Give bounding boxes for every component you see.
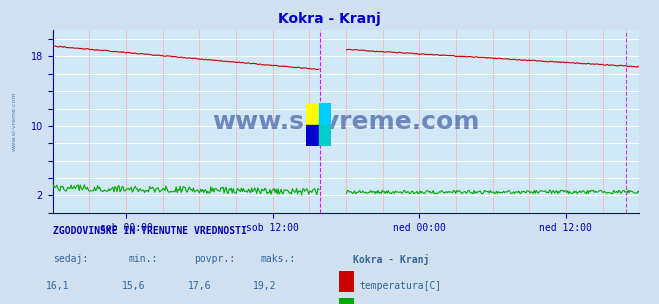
Bar — [306, 103, 319, 125]
Text: Kokra - Kranj: Kokra - Kranj — [353, 254, 429, 265]
Text: sedaj:: sedaj: — [53, 254, 88, 264]
Text: ZGODOVINSKE IN TRENUTNE VREDNOSTI: ZGODOVINSKE IN TRENUTNE VREDNOSTI — [53, 226, 246, 237]
Text: Kokra - Kranj: Kokra - Kranj — [278, 12, 381, 26]
Text: povpr.:: povpr.: — [194, 254, 235, 264]
Text: 19,2: 19,2 — [253, 281, 277, 291]
Text: 16,1: 16,1 — [45, 281, 69, 291]
Bar — [319, 125, 331, 146]
Text: 17,6: 17,6 — [187, 281, 211, 291]
Text: www.si-vreme.com: www.si-vreme.com — [212, 110, 480, 133]
Bar — [319, 103, 331, 125]
Text: temperatura[C]: temperatura[C] — [359, 281, 442, 291]
Bar — [306, 125, 319, 146]
Text: www.si-vreme.com: www.si-vreme.com — [12, 92, 17, 151]
Text: min.:: min.: — [129, 254, 158, 264]
Text: 15,6: 15,6 — [121, 281, 145, 291]
Text: maks.:: maks.: — [260, 254, 295, 264]
